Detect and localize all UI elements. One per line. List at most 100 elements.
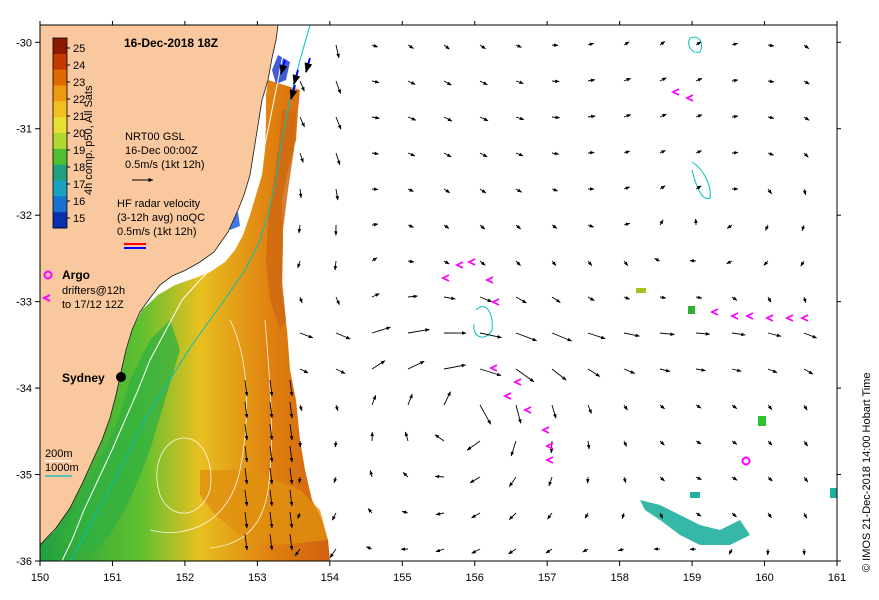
colorbar-tick-label: 23 — [73, 77, 85, 89]
velocity-arrow — [443, 80, 452, 86]
velocity-arrow — [617, 547, 625, 552]
velocity-arrow — [548, 476, 553, 487]
velocity-arrow — [587, 223, 595, 228]
velocity-arrow — [269, 423, 274, 441]
velocity-arrow — [695, 368, 706, 372]
velocity-arrow — [479, 296, 493, 303]
velocity-arrow — [767, 115, 775, 120]
velocity-arrow — [802, 188, 807, 196]
velocity-arrow — [551, 224, 558, 229]
velocity-arrow — [800, 260, 805, 267]
velocity-arrow — [269, 401, 274, 419]
velocity-arrow — [244, 467, 249, 485]
velocity-arrow — [731, 512, 737, 518]
velocity-arrow — [367, 508, 373, 514]
velocity-arrow — [731, 151, 739, 155]
velocity-arrow — [731, 476, 738, 481]
isobath-seamount — [473, 306, 493, 338]
velocity-arrow — [297, 476, 302, 484]
velocity-arrow — [623, 368, 636, 374]
velocity-arrow — [695, 41, 702, 46]
velocity-arrow — [767, 296, 772, 303]
sst-pixel — [636, 288, 646, 293]
velocity-arrow — [401, 510, 409, 515]
velocity-arrow — [297, 224, 302, 234]
velocity-arrow — [623, 222, 631, 227]
velocity-arrow — [443, 224, 450, 229]
velocity-arrow — [434, 474, 445, 479]
velocity-arrow — [659, 512, 664, 519]
drifter-marker — [544, 456, 554, 464]
colorbar-segment — [53, 101, 67, 118]
velocity-arrow — [623, 77, 632, 82]
velocity-arrow — [767, 368, 778, 374]
colorbar-segment — [53, 164, 67, 181]
colorbar-segment — [53, 85, 67, 102]
colorbar-segment — [53, 180, 67, 197]
isobath-200m — [61, 25, 291, 561]
velocity-arrow — [244, 401, 249, 419]
sydney-label: Sydney — [62, 371, 105, 385]
velocity-arrow — [479, 116, 489, 122]
map-title: 16-Dec-2018 18Z — [124, 36, 218, 50]
velocity-arrow — [515, 368, 535, 383]
velocity-arrow — [623, 296, 631, 300]
nrt-legend-name: NRT00 GSL — [125, 131, 185, 143]
velocity-arrow — [659, 404, 665, 410]
velocity-arrow — [471, 548, 481, 554]
velocity-arrow — [289, 379, 294, 397]
velocity-arrow — [803, 440, 808, 447]
velocity-arrow — [299, 368, 309, 374]
velocity-arrow — [803, 404, 808, 411]
sst-pixel — [688, 306, 695, 314]
argo-legend-icon — [43, 270, 53, 280]
velocity-arrow — [587, 332, 606, 340]
colorbar-segment — [53, 133, 67, 150]
velocity-arrow — [269, 467, 274, 485]
velocity-arrow — [289, 445, 294, 463]
drifter-marker — [488, 364, 498, 372]
y-tick-label: -32 — [16, 210, 32, 222]
velocity-arrow — [587, 78, 596, 83]
velocity-arrow — [731, 368, 742, 373]
velocity-arrow — [695, 150, 703, 154]
drifter-legend-line2: to 17/12 12Z — [62, 299, 124, 311]
velocity-arrow — [371, 222, 379, 227]
velocity-arrow — [803, 116, 810, 121]
velocity-arrow — [767, 512, 772, 519]
velocity-arrow — [371, 187, 379, 191]
velocity-arrow — [515, 332, 538, 342]
isobath-seamount — [688, 36, 703, 53]
velocity-arrow — [767, 332, 782, 338]
colorbar-tick-label: 15 — [73, 213, 85, 225]
velocity-arrow — [407, 80, 416, 85]
velocity-arrow — [508, 476, 517, 487]
velocity-arrow — [515, 80, 524, 84]
velocity-arrow — [659, 440, 665, 446]
velocity-arrow — [333, 260, 338, 271]
isobath-1000m — [69, 25, 311, 561]
velocity-arrow — [443, 152, 452, 158]
velocity-arrow — [551, 296, 561, 303]
velocity-arrow — [622, 476, 627, 484]
drifter-marker — [544, 442, 554, 450]
velocity-arrow — [587, 42, 595, 47]
land-area — [40, 25, 279, 546]
velocity-arrow — [767, 440, 773, 446]
velocity-arrow — [731, 332, 746, 337]
hf-legend-scale: 0.5m/s (1kt 12h) — [117, 226, 196, 238]
drifter-legend-icon — [41, 294, 51, 302]
x-tick-label: 158 — [610, 572, 628, 584]
velocity-arrow — [269, 533, 274, 551]
velocity-arrow — [289, 467, 294, 485]
velocity-arrow — [335, 152, 341, 166]
velocity-arrow — [551, 332, 573, 342]
velocity-arrow — [335, 80, 342, 95]
velocity-arrow — [587, 404, 592, 414]
colorbar-segment — [53, 69, 67, 86]
velocity-arrow — [244, 489, 249, 507]
velocity-arrow — [369, 470, 374, 478]
velocity-arrow — [294, 548, 301, 557]
x-tick-label: 156 — [466, 572, 484, 584]
velocity-arrow — [731, 404, 738, 409]
